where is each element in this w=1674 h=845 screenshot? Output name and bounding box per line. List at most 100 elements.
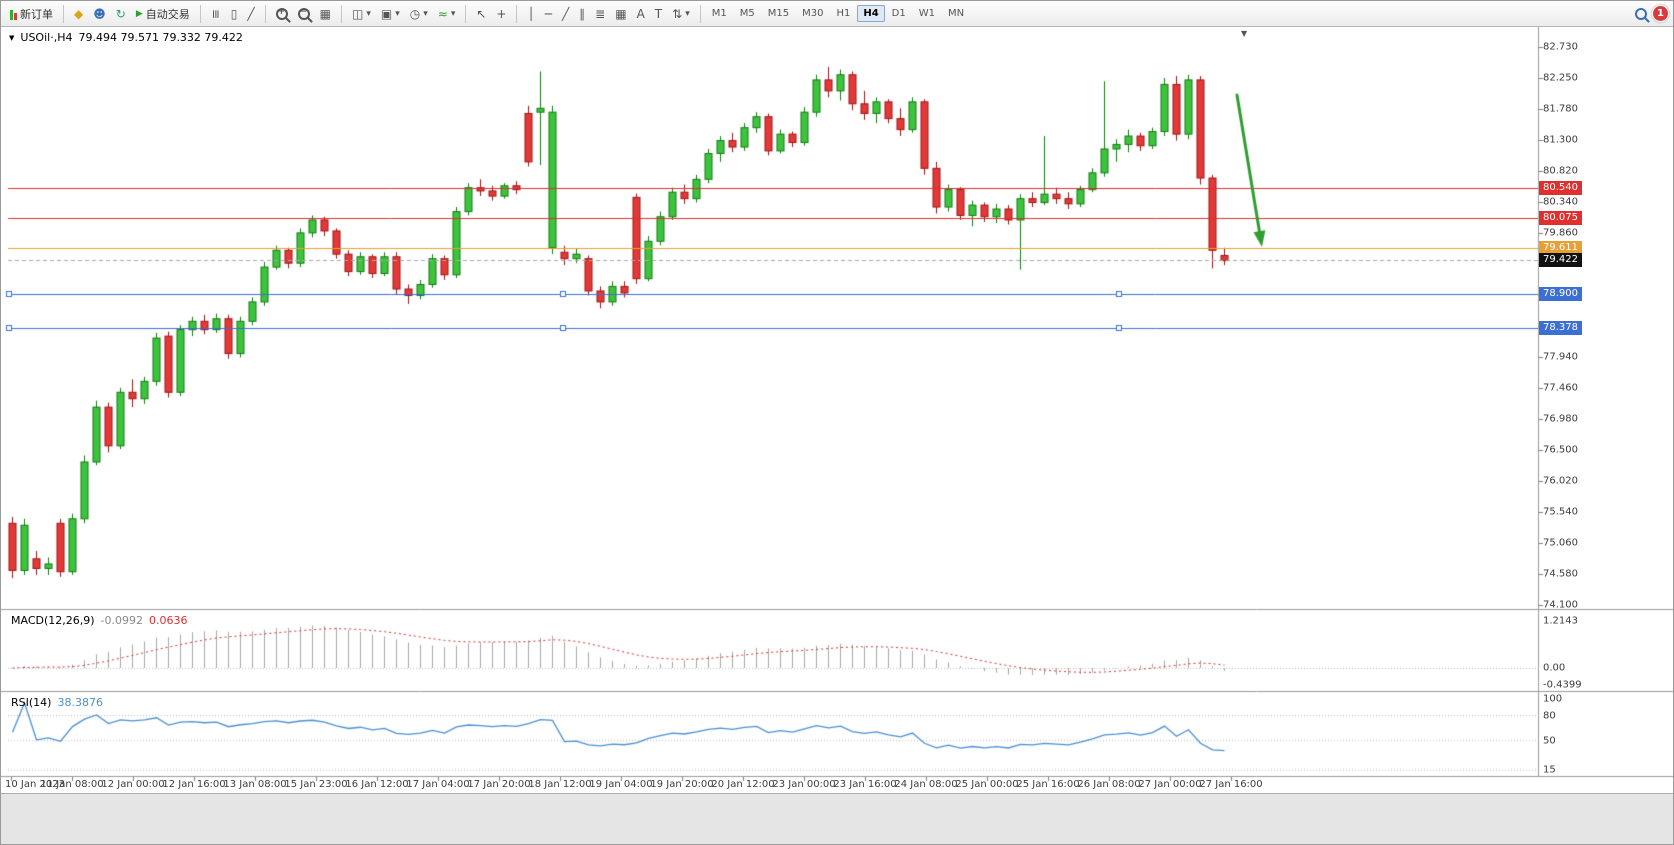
- tile-windows-button[interactable]: ◫ ▾: [347, 3, 376, 25]
- indicators-button[interactable]: ≈ ▾: [433, 3, 461, 25]
- grid-button[interactable]: ▦: [315, 3, 336, 25]
- macd-scale-label: -0.4399: [1543, 679, 1582, 691]
- one-click-trading-toggle-icon[interactable]: ▼: [9, 33, 15, 42]
- ohlc-values: 79.494 79.571 79.332 79.422: [78, 31, 243, 44]
- toolbar-separator: [199, 4, 201, 23]
- price-tick-label: 77.460: [1543, 382, 1578, 394]
- rsi-value: 38.3876: [57, 696, 103, 709]
- arrows-tool[interactable]: ⇅ ▾: [667, 3, 695, 25]
- price-tick-label: 75.060: [1543, 537, 1578, 549]
- new-order-icon: [10, 8, 17, 20]
- auto-trading-button[interactable]: ▶ 自动交易: [131, 3, 195, 25]
- zoom-in-icon: +: [275, 7, 288, 20]
- trendline-icon: ╱: [561, 6, 570, 21]
- new-order-button[interactable]: 新订单: [5, 3, 58, 25]
- time-axis-label: 25 Jan 16:00: [1016, 779, 1080, 790]
- toolbar-separator: [516, 4, 518, 23]
- price-level-label[interactable]: 79.611: [1539, 241, 1582, 256]
- label-icon: T: [654, 6, 663, 21]
- timeframe-m1[interactable]: M1: [711, 8, 727, 19]
- price-level-label[interactable]: 80.540: [1539, 181, 1582, 196]
- zoom-out-button[interactable]: −: [293, 3, 315, 25]
- macd-scale-label: 0.00: [1543, 662, 1566, 674]
- price-tick-label: 82.250: [1543, 72, 1578, 84]
- zoom-out-icon: −: [297, 7, 310, 20]
- time-axis-label: 12 Jan 16:00: [162, 779, 226, 790]
- bar-chart-button[interactable]: ≡: [206, 3, 226, 25]
- label-tool[interactable]: T: [650, 3, 667, 25]
- notification-badge[interactable]: 1: [1652, 5, 1669, 22]
- time-axis-label: 17 Jan 04:00: [406, 779, 470, 790]
- price-level-label[interactable]: 78.900: [1539, 287, 1582, 302]
- timeframe-w1[interactable]: W1: [918, 8, 935, 19]
- time-axis-label: 17 Jan 20:00: [467, 779, 531, 790]
- refresh-button[interactable]: ↻: [111, 3, 131, 25]
- fibonacci-tool[interactable]: ≣: [590, 3, 610, 25]
- macd-label: MACD(12,26,9): [11, 614, 95, 627]
- cursor-icon: ↖: [476, 6, 487, 21]
- fibonacci-icon: ≣: [595, 6, 606, 21]
- crosshair-button[interactable]: +: [491, 3, 511, 25]
- timeframe-m5[interactable]: M5: [739, 8, 755, 19]
- toolbar-separator: [264, 4, 266, 23]
- chevron-down-icon: ▾: [685, 8, 690, 19]
- timeframe-h1[interactable]: H1: [836, 8, 851, 19]
- time-axis-label: 27 Jan 16:00: [1199, 779, 1263, 790]
- horizontal-line-tool[interactable]: ─: [540, 3, 557, 25]
- price-tick-label: 80.340: [1543, 196, 1578, 208]
- marketwatch-button[interactable]: ◆: [69, 3, 88, 25]
- arrange-windows-button[interactable]: ▣ ▾: [376, 3, 405, 25]
- crosshair-icon: +: [496, 6, 507, 21]
- channel-tool[interactable]: ∥: [574, 3, 590, 25]
- chevron-down-icon: ▾: [423, 8, 428, 19]
- time-axis-label: 27 Jan 00:00: [1138, 779, 1202, 790]
- shapes-tool[interactable]: ▦: [610, 3, 631, 25]
- chevron-down-icon: ▾: [395, 8, 400, 19]
- chart-canvas[interactable]: [1, 27, 1673, 793]
- timeframe-m30[interactable]: M30: [802, 8, 824, 19]
- time-axis-label: 24 Jan 08:00: [894, 779, 958, 790]
- text-tool[interactable]: A: [632, 3, 650, 25]
- macd-signal-value: 0.0636: [149, 614, 188, 627]
- person-icon: ☻: [93, 6, 106, 21]
- price-level-label[interactable]: 80.075: [1539, 211, 1582, 226]
- price-tick-label: 81.300: [1543, 134, 1578, 146]
- symbol-timeframe-label: USOil·,H4: [20, 31, 73, 44]
- timeframe-m15[interactable]: M15: [767, 8, 790, 19]
- rsi-label: RSI(14): [11, 696, 52, 709]
- zoom-in-button[interactable]: +: [271, 3, 293, 25]
- price-tick-label: 76.500: [1543, 444, 1578, 456]
- cursor-button[interactable]: ↖: [471, 3, 491, 25]
- timeframe-d1[interactable]: D1: [891, 8, 906, 19]
- trendline-tool[interactable]: ╱: [557, 3, 574, 25]
- auto-trading-label: 自动交易: [145, 7, 190, 21]
- toolbar-separator: [63, 4, 64, 23]
- time-axis-label: 23 Jan 16:00: [833, 779, 897, 790]
- price-tick-label: 75.540: [1543, 506, 1578, 518]
- price-tick-label: 81.780: [1543, 103, 1578, 115]
- price-tick-label: 76.980: [1543, 413, 1578, 425]
- search-button[interactable]: [1630, 3, 1652, 25]
- arrows-icon: ⇅: [672, 6, 683, 21]
- macd-scale-label: 1.2143: [1543, 615, 1578, 627]
- grid-icon: ▦: [319, 6, 331, 21]
- time-axis-label: 23 Jan 00:00: [772, 779, 836, 790]
- macd-main-value: -0.0992: [100, 614, 144, 627]
- period-button[interactable]: ◷ ▾: [405, 3, 433, 25]
- diamond-icon: ◆: [74, 6, 84, 21]
- window-bottom-strip: [1, 793, 1673, 844]
- candle-chart-button[interactable]: ▯: [226, 3, 243, 25]
- timeframe-h4[interactable]: H4: [857, 5, 885, 22]
- timeframe-mn[interactable]: MN: [947, 8, 965, 19]
- time-axis-label: 16 Jan 12:00: [345, 779, 409, 790]
- window-icon: ▣: [380, 6, 393, 21]
- horizontal-line-icon: ─: [544, 6, 552, 21]
- vertical-line-tool[interactable]: │: [522, 3, 539, 25]
- accounts-button[interactable]: ☻: [88, 3, 111, 25]
- line-chart-button[interactable]: ╱: [242, 3, 259, 25]
- price-level-label[interactable]: 78.378: [1539, 320, 1582, 335]
- time-axis-label: 15 Jan 23:00: [284, 779, 348, 790]
- price-level-label[interactable]: 79.422: [1539, 253, 1582, 268]
- price-tick-label: 76.020: [1543, 475, 1578, 487]
- shapes-icon: ▦: [615, 6, 627, 21]
